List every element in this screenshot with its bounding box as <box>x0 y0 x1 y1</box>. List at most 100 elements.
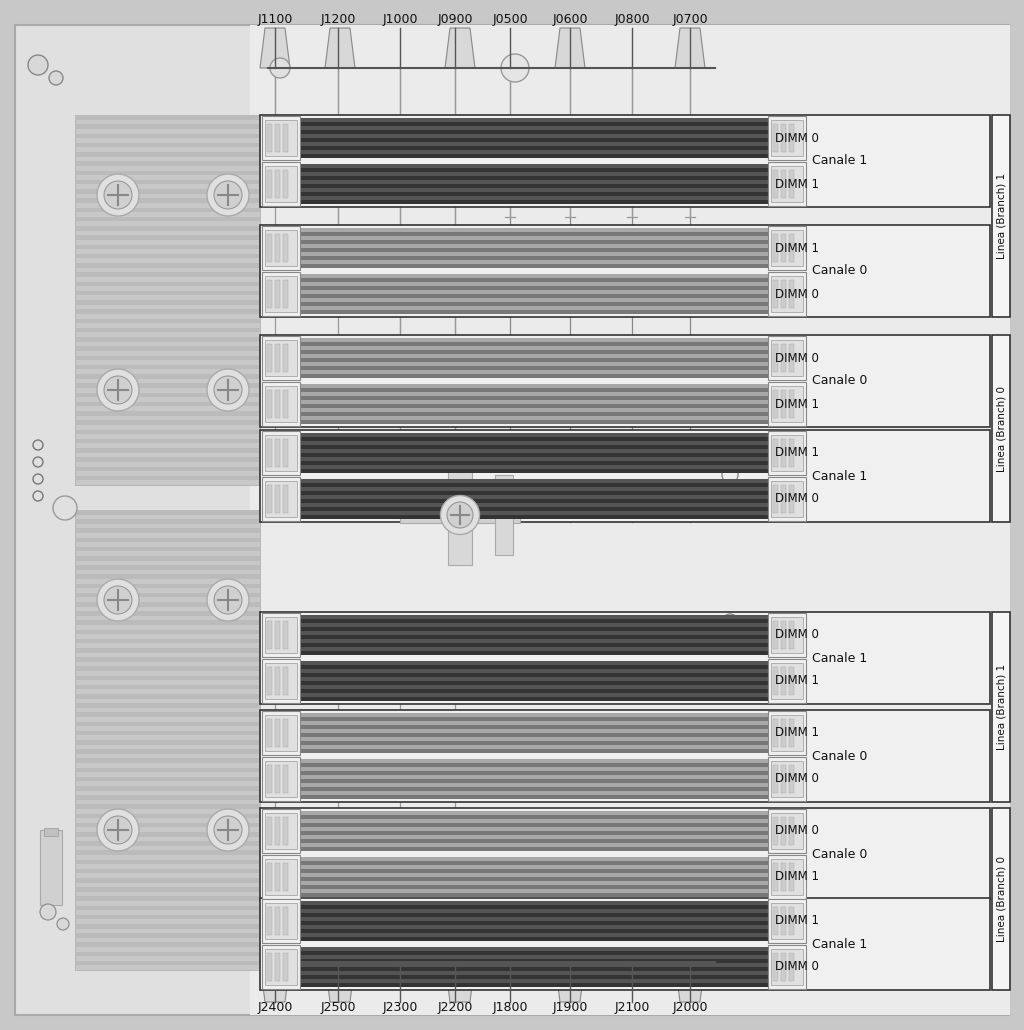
Bar <box>265 340 297 376</box>
Bar <box>300 767 770 771</box>
Bar <box>781 280 786 308</box>
Bar <box>300 811 770 815</box>
Bar <box>781 124 786 152</box>
Bar <box>283 439 288 467</box>
Bar <box>771 617 803 653</box>
Bar <box>300 857 770 861</box>
Bar <box>260 898 990 990</box>
Bar <box>275 719 280 747</box>
Bar <box>75 804 260 809</box>
Bar <box>773 907 778 935</box>
Bar <box>300 384 770 388</box>
Bar <box>300 437 770 441</box>
Bar <box>265 949 297 985</box>
Bar <box>300 248 770 252</box>
Bar <box>300 453 770 457</box>
Bar <box>300 412 770 416</box>
Bar <box>75 528 260 533</box>
Bar <box>300 457 770 461</box>
Bar <box>275 765 280 793</box>
Polygon shape <box>260 962 290 1002</box>
Bar <box>300 168 770 172</box>
Bar <box>773 390 778 418</box>
Bar <box>75 795 260 800</box>
Text: Canale 0: Canale 0 <box>812 848 867 860</box>
Bar <box>300 164 770 204</box>
Bar <box>300 631 770 636</box>
Bar <box>300 499 770 503</box>
Bar <box>300 947 770 987</box>
Bar <box>75 392 260 398</box>
Bar <box>300 819 770 823</box>
Bar <box>300 759 770 799</box>
Bar <box>275 817 280 845</box>
Bar <box>300 623 770 627</box>
Bar <box>262 336 300 380</box>
Bar <box>75 134 260 138</box>
Bar <box>790 863 794 891</box>
Bar <box>75 216 260 221</box>
Text: DIMM 0: DIMM 0 <box>775 351 819 365</box>
Text: DIMM 0: DIMM 0 <box>775 287 819 301</box>
Bar <box>449 465 472 565</box>
Bar <box>300 741 770 745</box>
Bar <box>75 365 260 370</box>
Bar <box>75 309 260 314</box>
Bar <box>275 344 280 372</box>
Bar <box>75 952 260 956</box>
Text: J0800: J0800 <box>614 13 650 27</box>
Bar <box>300 909 770 913</box>
Bar <box>75 565 260 570</box>
Text: J2000: J2000 <box>672 1001 708 1015</box>
Polygon shape <box>325 962 355 1002</box>
Bar <box>283 621 288 649</box>
Bar <box>300 713 770 717</box>
Bar <box>267 863 272 891</box>
Bar <box>75 467 260 471</box>
Text: DIMM 1: DIMM 1 <box>775 398 819 411</box>
Bar <box>300 745 770 749</box>
Bar <box>283 953 288 981</box>
Bar <box>790 953 794 981</box>
Circle shape <box>266 946 294 974</box>
Bar <box>283 667 288 695</box>
Bar <box>300 338 770 378</box>
Bar <box>300 350 770 354</box>
Text: J2500: J2500 <box>321 1001 355 1015</box>
Bar <box>300 176 770 180</box>
Text: J0900: J0900 <box>437 13 473 27</box>
Bar <box>300 260 770 264</box>
Bar <box>300 118 770 158</box>
Bar <box>300 627 770 631</box>
Bar <box>75 272 260 277</box>
Bar <box>781 485 786 513</box>
Bar <box>300 815 770 819</box>
Bar <box>300 374 770 378</box>
Bar <box>262 116 300 160</box>
Bar <box>75 842 260 846</box>
Bar <box>75 961 260 965</box>
Text: J1100: J1100 <box>257 13 293 27</box>
Bar <box>773 280 778 308</box>
Circle shape <box>57 918 69 930</box>
Bar <box>300 196 770 200</box>
Circle shape <box>104 586 132 614</box>
Bar <box>300 154 770 158</box>
Bar <box>781 719 786 747</box>
Bar <box>790 719 794 747</box>
Bar <box>300 901 770 905</box>
Text: Canale 0: Canale 0 <box>812 265 867 277</box>
Text: DIMM 1: DIMM 1 <box>775 870 819 884</box>
Bar <box>75 575 260 579</box>
Bar <box>768 899 806 943</box>
Bar <box>300 164 770 168</box>
Bar <box>300 885 770 889</box>
Bar <box>300 138 770 142</box>
Text: Linea (Branch) 1: Linea (Branch) 1 <box>996 664 1006 750</box>
Bar <box>300 771 770 775</box>
Bar <box>75 593 260 597</box>
Bar <box>300 615 770 655</box>
Bar <box>275 667 280 695</box>
Bar <box>300 420 770 424</box>
Bar <box>265 761 297 797</box>
